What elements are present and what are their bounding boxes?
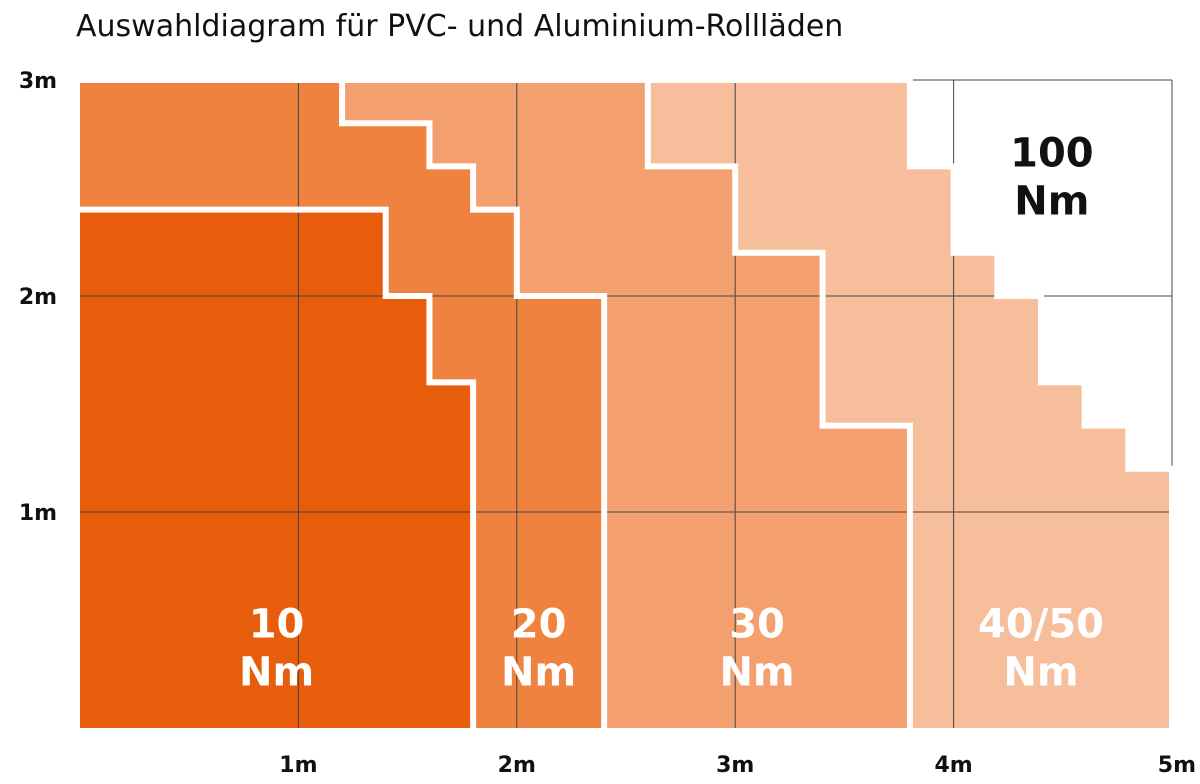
x-tick-label: 5m (1158, 753, 1196, 778)
zones-layer (80, 80, 1172, 729)
x-tick-label: 2m (498, 753, 536, 778)
y-tick-label: 3m (19, 69, 57, 94)
zone-label-value: 20 (511, 601, 567, 647)
x-tick-label: 4m (934, 753, 972, 778)
zone-boundary-40-50 (80, 77, 1175, 728)
zone-label-value: 30 (729, 601, 785, 647)
zone-label-value: 100 (1010, 130, 1094, 176)
x-tick-label: 3m (716, 753, 754, 778)
zone-label-value: 40/50 (978, 601, 1104, 647)
zone-boundary-20 (80, 77, 608, 728)
zone-label-unit: Nm (1014, 178, 1089, 224)
zone-label-unit: Nm (1003, 649, 1078, 695)
chart-title: Auswahldiagram für PVC- und Aluminium-Ro… (76, 9, 843, 44)
zone-label-value: 10 (249, 601, 305, 647)
y-tick-label: 2m (19, 285, 57, 310)
y-tick-label: 1m (19, 501, 57, 526)
ticks-layer: 1m 2m 3m 4m 5m 1m 2m 3m (19, 69, 1196, 778)
zone-label-unit: Nm (239, 649, 314, 695)
x-tick-label: 1m (279, 753, 317, 778)
zone-area-10 (80, 209, 474, 729)
zone-label-unit: Nm (501, 649, 576, 695)
zone-boundary-30 (80, 77, 913, 728)
zone-boundary-10 (80, 206, 477, 728)
zone-label-unit: Nm (719, 649, 794, 695)
divider-layer (80, 77, 1175, 728)
